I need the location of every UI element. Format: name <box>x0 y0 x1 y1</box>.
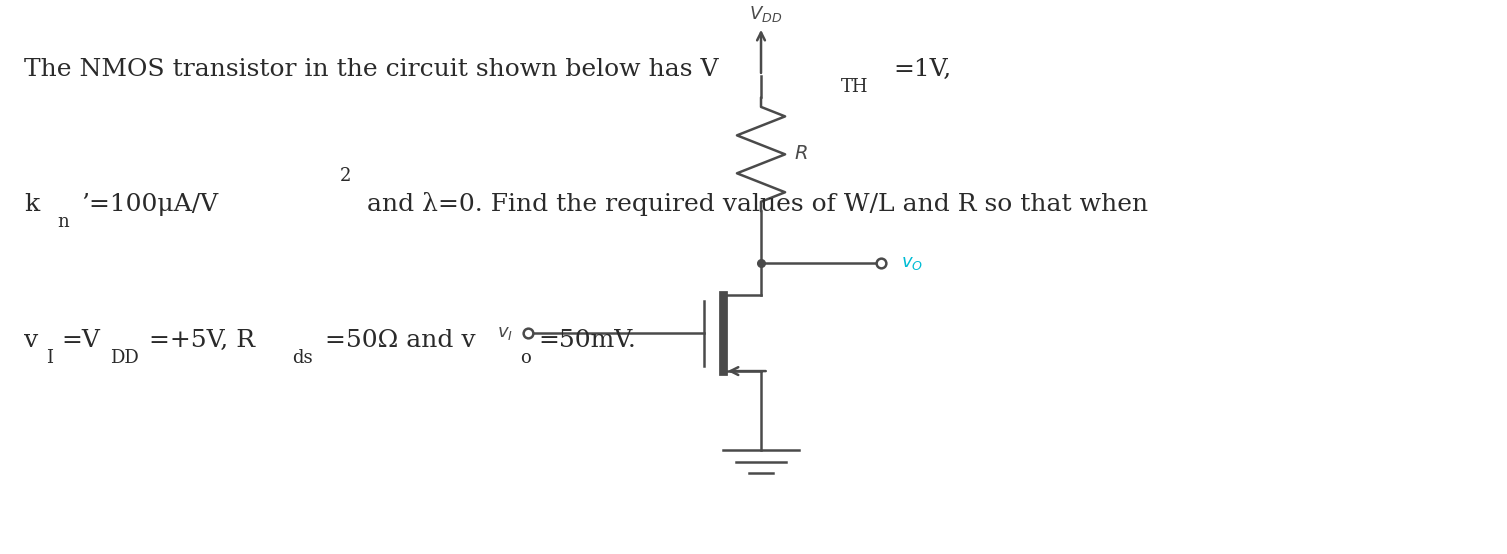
Text: =50Ω and v: =50Ω and v <box>326 329 475 352</box>
Text: $v_O$: $v_O$ <box>901 254 922 271</box>
Text: DD: DD <box>110 349 139 367</box>
Text: =50mV.: =50mV. <box>538 329 636 352</box>
Text: =V: =V <box>62 329 101 352</box>
Text: $V_{DD}$: $V_{DD}$ <box>749 4 782 24</box>
Text: v: v <box>24 329 38 352</box>
Text: $v_I$: $v_I$ <box>497 324 512 342</box>
Text: ’=100μA/V: ’=100μA/V <box>81 193 219 216</box>
Text: $R$: $R$ <box>794 145 808 163</box>
Text: k: k <box>24 193 39 216</box>
Text: n: n <box>57 213 69 232</box>
Text: TH: TH <box>841 78 868 96</box>
Text: =+5V, R: =+5V, R <box>149 329 255 352</box>
Text: ds: ds <box>292 349 312 367</box>
Text: o: o <box>520 349 530 367</box>
Text: 2: 2 <box>341 167 351 186</box>
Text: and λ=0. Find the required values of W/L and R so that when: and λ=0. Find the required values of W/L… <box>359 192 1148 216</box>
Text: I: I <box>47 349 54 367</box>
Text: =1V,: =1V, <box>894 58 951 81</box>
Text: The NMOS transistor in the circuit shown below has V: The NMOS transistor in the circuit shown… <box>24 58 719 81</box>
